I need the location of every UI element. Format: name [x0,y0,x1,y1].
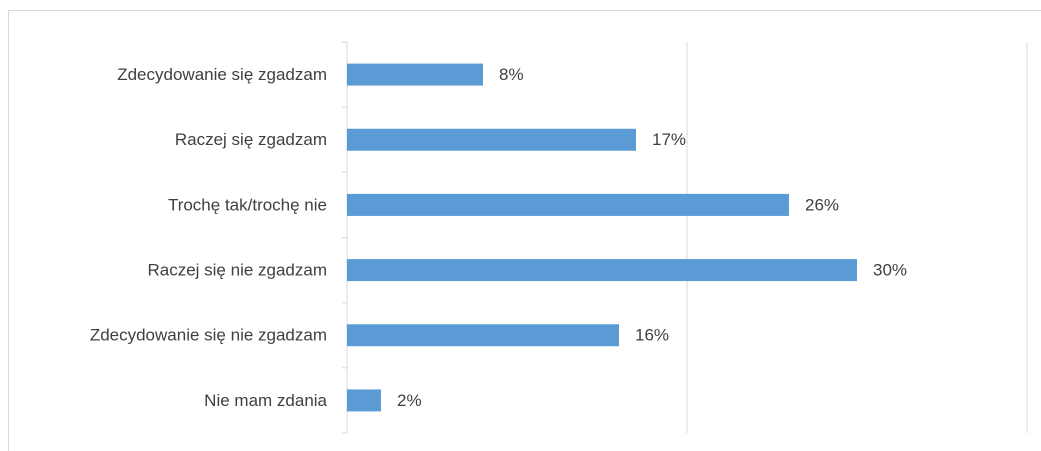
y-tick-label: Zdecydowanie się nie zgadzam [90,326,327,345]
data-label: 2% [397,391,422,410]
bar [347,193,789,216]
data-label: 8% [499,65,524,84]
data-label: 17% [652,130,686,149]
data-label: 16% [635,326,669,345]
bar [347,259,857,282]
bar [347,128,636,151]
y-tick-label: Zdecydowanie się zgadzam [117,65,327,84]
data-label: 26% [805,195,839,214]
chart-border [8,10,1041,451]
y-tick-label: Raczej się nie zgadzam [147,261,327,280]
bar [347,324,619,347]
data-label: 30% [873,261,907,280]
bar [347,389,381,412]
y-tick-label: Trochę tak/trochę nie [168,195,327,214]
y-tick-label: Nie mam zdania [204,391,327,410]
bar [347,63,483,86]
y-tick-label: Raczej się zgadzam [175,130,327,149]
